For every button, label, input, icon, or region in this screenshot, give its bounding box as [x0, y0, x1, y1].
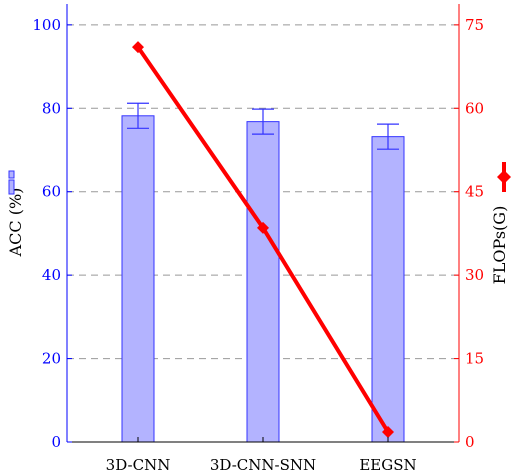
y-axis-label: ACC (%)	[6, 188, 25, 258]
right-ticks: 0 15 30 45 60 75	[454, 16, 484, 451]
category-label-EEGSN: EEGSN	[359, 456, 416, 474]
right-tick-label-15: 15	[465, 350, 484, 368]
category-labels: 3D-CNN 3D-CNN-SNN EEGSN	[106, 437, 417, 474]
flops-point-3D-CNN	[132, 41, 144, 54]
right-tick-label-60: 60	[465, 99, 484, 117]
line-legend-glyph-diamond	[497, 170, 511, 184]
y2-axis-label: FLOPs(G)	[490, 206, 509, 285]
bar-legend-glyph-b	[8, 170, 15, 179]
left-ticks: 0 20 40 60 80 100	[32, 16, 72, 451]
flops-point-EEGSN	[382, 425, 394, 438]
bar-EEGSN	[371, 136, 405, 443]
right-tick-label-75: 75	[465, 16, 484, 34]
bars	[121, 115, 405, 443]
left-tick-label-60: 60	[42, 183, 61, 201]
left-tick-label-100: 100	[32, 16, 61, 34]
left-tick-label-80: 80	[42, 99, 61, 117]
right-tick-label-45: 45	[465, 183, 484, 201]
right-tick-label-30: 30	[465, 266, 484, 284]
right-tick-label-0: 0	[465, 433, 475, 451]
bar-3D-CNN	[121, 115, 155, 443]
bar-legend-glyph-a	[8, 179, 15, 195]
left-tick-label-0: 0	[51, 433, 61, 451]
bar-3D-CNN-SNN	[246, 121, 280, 443]
flops-point-3D-CNN-SNN	[257, 221, 269, 234]
category-label-3D-CNN: 3D-CNN	[106, 456, 171, 474]
left-tick-label-40: 40	[42, 266, 61, 284]
left-tick-label-20: 20	[42, 350, 61, 368]
axis-labels: ACC (%) FLOPs(G)	[6, 162, 511, 284]
category-label-3D-CNN-SNN: 3D-CNN-SNN	[210, 456, 316, 474]
error-bars	[127, 102, 399, 150]
flops-line	[132, 41, 394, 438]
